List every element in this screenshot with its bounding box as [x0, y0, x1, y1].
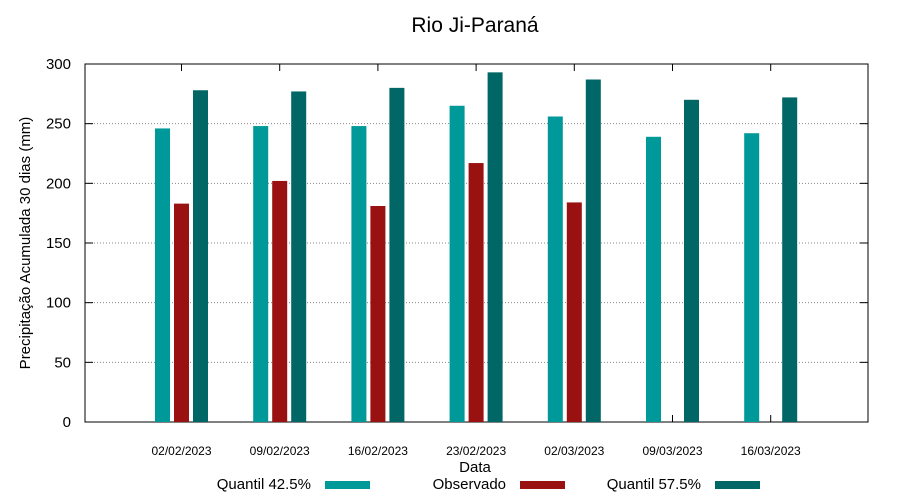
x-axis-label: Data — [459, 459, 491, 476]
bar — [782, 97, 798, 422]
x-tick-label: 23/02/2023 — [446, 444, 506, 458]
y-tick-label: 50 — [54, 354, 71, 371]
chart-title: Rio Ji-Paraná — [411, 14, 539, 37]
bar — [370, 206, 386, 422]
bar — [547, 116, 563, 423]
bars — [155, 72, 798, 423]
bar — [566, 202, 582, 422]
x-tick-label: 09/02/2023 — [250, 444, 310, 458]
y-tick-label: 250 — [46, 116, 71, 133]
x-axis: 02/02/2023 09/02/2023 16/02/2023 23/02/2023… — [151, 64, 801, 458]
y-tick-label: 200 — [46, 175, 71, 192]
y-axis-label: Precipitação Acumulada 30 dias (mm) — [17, 117, 34, 370]
x-tick-label: 16/03/2023 — [741, 444, 801, 458]
y-axis: 0 50 100 150 200 250 300 — [46, 56, 868, 431]
legend-swatch — [325, 481, 370, 489]
legend-label: Quantil 42.5% — [217, 476, 311, 493]
bar — [291, 91, 307, 423]
legend: Quantil 42.5% Observado Quantil 57.5% — [217, 476, 760, 493]
y-tick-label: 100 — [46, 295, 71, 312]
bar — [389, 87, 405, 422]
bar — [193, 90, 208, 423]
x-tick-label: 02/03/2023 — [544, 444, 604, 458]
y-tick-label: 0 — [63, 414, 71, 431]
bar — [253, 126, 269, 422]
legend-label: Quantil 57.5% — [607, 476, 701, 493]
bar — [684, 99, 699, 423]
x-tick-label: 16/02/2023 — [348, 444, 408, 458]
bar — [744, 133, 760, 423]
legend-swatch — [715, 481, 760, 489]
y-tick-label: 300 — [46, 56, 71, 73]
y-tick-label: 150 — [46, 235, 71, 252]
x-tick-label: 09/03/2023 — [642, 444, 702, 458]
bar — [646, 136, 661, 422]
bar — [468, 163, 484, 422]
bar — [272, 180, 288, 422]
bar — [585, 79, 601, 422]
bar — [487, 72, 503, 422]
x-tick-label: 02/02/2023 — [151, 444, 211, 458]
bar — [155, 128, 170, 422]
bar — [351, 126, 367, 422]
legend-label: Observado — [433, 476, 506, 493]
bar — [449, 105, 465, 423]
bar — [174, 203, 189, 422]
legend-swatch — [520, 481, 565, 489]
